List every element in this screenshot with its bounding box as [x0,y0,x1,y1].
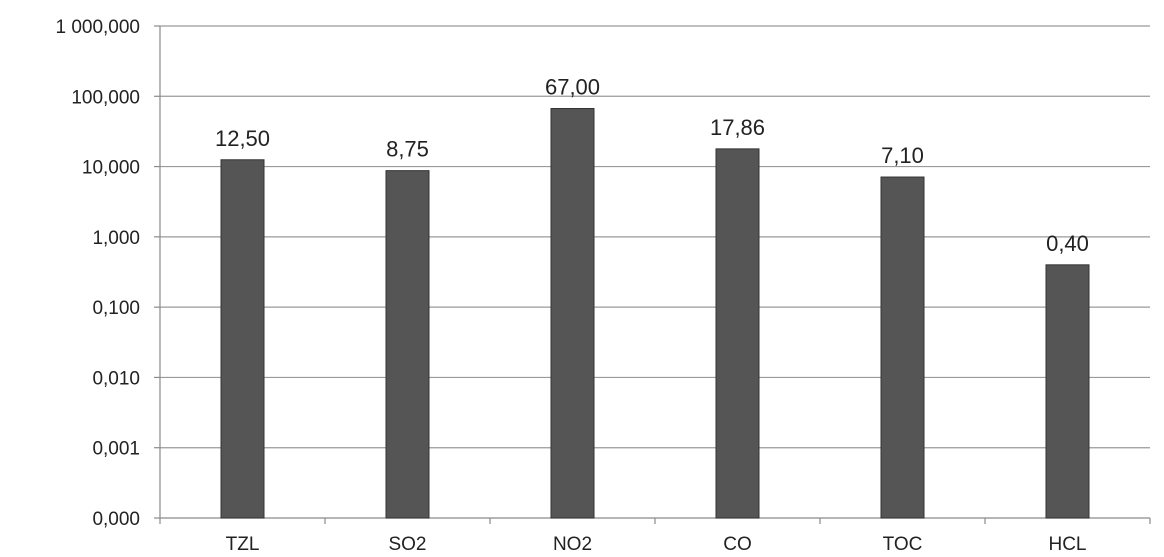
y-tick-label: 0,100 [92,298,140,319]
bar-so2 [385,170,430,519]
y-tick-label: 100,000 [71,87,140,108]
bar-co [715,148,760,519]
x-category-label: TOC [883,534,923,555]
x-category-label: CO [723,534,752,555]
y-tick-label: 1,000 [92,228,140,249]
y-tick-label: 0,010 [92,368,140,389]
bar-toc [880,176,925,519]
x-category-label: HCL [1048,534,1086,555]
x-category-label: NO2 [553,534,592,555]
x-category-label: SO2 [388,534,426,555]
bar-tzl [220,159,265,519]
data-label: 7,10 [881,143,924,168]
data-label: 12,50 [215,126,270,151]
data-label: 17,86 [710,115,765,140]
labels: 0,000 0,001 0,010 0,100 1,000 10,000 100,000 1 … [55,17,1088,555]
y-tick-label: 10,000 [82,158,140,179]
bar-hcl [1045,264,1090,519]
y-tick-label: 0,001 [92,439,140,460]
axes [154,25,1151,524]
data-label: 67,00 [545,75,600,100]
data-label: 0,40 [1046,231,1089,256]
y-tick-label: 1 000,000 [55,17,140,38]
x-category-label: TZL [226,534,260,555]
gridlines [160,25,1150,449]
bars [220,108,1090,519]
data-label: 8,75 [386,137,429,162]
bar-no2 [550,108,595,519]
y-tick-label: 0,000 [92,509,140,530]
